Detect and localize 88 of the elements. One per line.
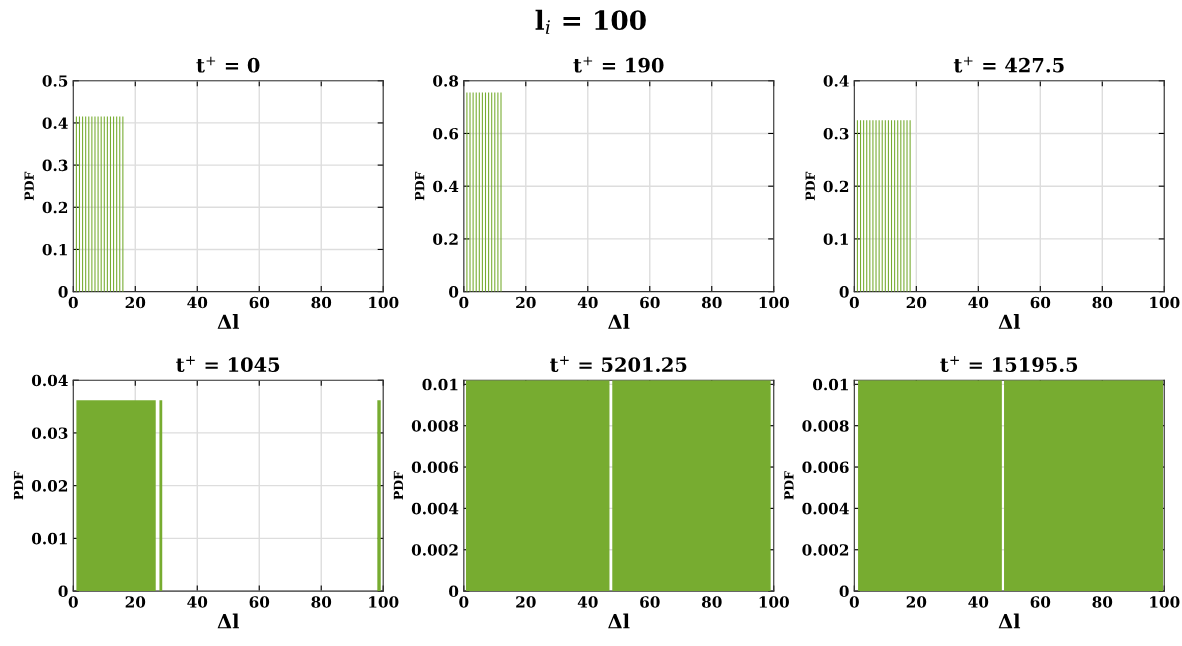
chart-title: t$^{+}$ = 15195.5 xyxy=(940,356,1078,372)
x-axis-title: Δl xyxy=(998,613,1021,629)
y-tick-label: 0.008 xyxy=(802,420,849,432)
x-tick-label: 0 xyxy=(68,596,78,608)
y-tick-label: 0.4 xyxy=(433,180,459,193)
y-tick-label: 0.3 xyxy=(823,127,849,140)
y-tick-label: 0 xyxy=(58,585,68,598)
y-tick-label: 0.5 xyxy=(42,75,68,87)
y-axis-title: PDF xyxy=(24,171,34,201)
y-axis-title: PDF xyxy=(13,471,24,500)
y-tick-label: 0.004 xyxy=(802,502,849,515)
x-tick-label: 100 xyxy=(759,296,789,309)
y-tick-label: 0 xyxy=(839,286,849,298)
y-tick-label: 0.3 xyxy=(42,159,68,172)
x-tick-label: 20 xyxy=(906,296,927,309)
x-tick-label: 80 xyxy=(1092,596,1113,608)
x-tick-label: 40 xyxy=(187,296,208,309)
x-tick-label: 60 xyxy=(1030,596,1051,608)
y-tick-label: 0.8 xyxy=(433,75,459,87)
x-tick-label: 80 xyxy=(311,296,332,309)
y-tick-label: 0.04 xyxy=(31,374,68,387)
y-tick-label: 0.01 xyxy=(422,378,458,391)
y-tick-label: 0.01 xyxy=(812,378,848,391)
x-tick-label: 60 xyxy=(249,296,270,309)
x-tick-label: 20 xyxy=(516,296,536,309)
x-tick-label: 60 xyxy=(249,596,270,608)
x-tick-label: 80 xyxy=(1092,296,1113,309)
y-tick-label: 0.006 xyxy=(802,461,849,474)
y-axis-title: PDF xyxy=(393,471,403,500)
x-axis-title: Δl xyxy=(608,314,630,329)
y-tick-label: 0.1 xyxy=(42,243,67,256)
y-tick-label: 0.002 xyxy=(411,544,458,556)
x-tick-label: 20 xyxy=(906,596,927,608)
y-axis-title: PDF xyxy=(784,471,794,500)
x-tick-label: 80 xyxy=(311,596,332,608)
y-tick-label: 0.6 xyxy=(433,127,459,140)
y-tick-label: 0.1 xyxy=(823,233,848,245)
chart-title: t$^{+}$ = 427.5 xyxy=(953,56,1064,73)
x-tick-label: 100 xyxy=(369,596,399,608)
y-tick-label: 0.002 xyxy=(802,544,849,556)
x-axis-title: Δl xyxy=(217,613,240,629)
y-tick-label: 0 xyxy=(839,585,849,598)
x-tick-label: 100 xyxy=(369,296,399,309)
x-tick-label: 40 xyxy=(577,296,598,309)
x-axis-title: Δl xyxy=(608,613,630,629)
y-tick-label: 0.004 xyxy=(411,502,459,515)
x-tick-label: 20 xyxy=(125,596,146,608)
x-tick-label: 40 xyxy=(187,596,208,608)
y-tick-label: 0.4 xyxy=(42,117,68,129)
x-tick-label: 40 xyxy=(577,596,598,608)
chart-title: t$^{+}$ = 1045 xyxy=(176,356,280,372)
y-axis-title: PDF xyxy=(805,171,815,201)
x-tick-label: 80 xyxy=(701,596,722,608)
y-tick-label: 0.008 xyxy=(411,420,459,432)
x-tick-label: 100 xyxy=(759,596,789,608)
text: l$_{i}$ = 100 xyxy=(535,9,646,34)
y-tick-label: 0 xyxy=(449,585,459,598)
y-axis-title: PDF xyxy=(415,171,425,201)
y-tick-label: 0.02 xyxy=(31,480,68,492)
x-tick-label: 40 xyxy=(968,296,989,309)
x-tick-label: 40 xyxy=(968,596,989,608)
x-tick-label: 60 xyxy=(640,596,660,608)
x-tick-label: 100 xyxy=(1150,596,1180,608)
chart-title: t$^{+}$ = 0 xyxy=(196,56,260,73)
x-tick-label: 0 xyxy=(849,296,859,309)
x-tick-label: 20 xyxy=(516,596,536,608)
chart-title: t$^{+}$ = 5201.25 xyxy=(550,356,687,372)
chart-title: t$^{+}$ = 190 xyxy=(573,56,664,73)
x-tick-label: 100 xyxy=(1150,296,1180,309)
y-tick-label: 0.2 xyxy=(433,233,458,245)
x-tick-label: 20 xyxy=(125,296,146,309)
x-tick-label: 0 xyxy=(68,296,78,309)
x-tick-label: 0 xyxy=(459,296,469,309)
x-axis-title: Δl xyxy=(998,314,1021,329)
x-tick-label: 0 xyxy=(459,596,469,608)
y-tick-label: 0 xyxy=(58,286,68,298)
x-tick-label: 80 xyxy=(701,296,722,309)
y-tick-label: 0.01 xyxy=(31,532,67,545)
x-tick-label: 60 xyxy=(1030,296,1051,309)
y-tick-label: 0.2 xyxy=(42,201,68,214)
y-tick-label: 0.006 xyxy=(411,461,459,474)
x-axis-title: Δl xyxy=(217,314,240,329)
y-tick-label: 0 xyxy=(449,286,459,298)
y-tick-label: 0.03 xyxy=(31,427,68,439)
y-tick-label: 0.4 xyxy=(823,75,849,87)
x-tick-label: 0 xyxy=(849,596,859,608)
x-tick-label: 60 xyxy=(640,296,660,309)
y-tick-label: 0.2 xyxy=(823,180,849,193)
